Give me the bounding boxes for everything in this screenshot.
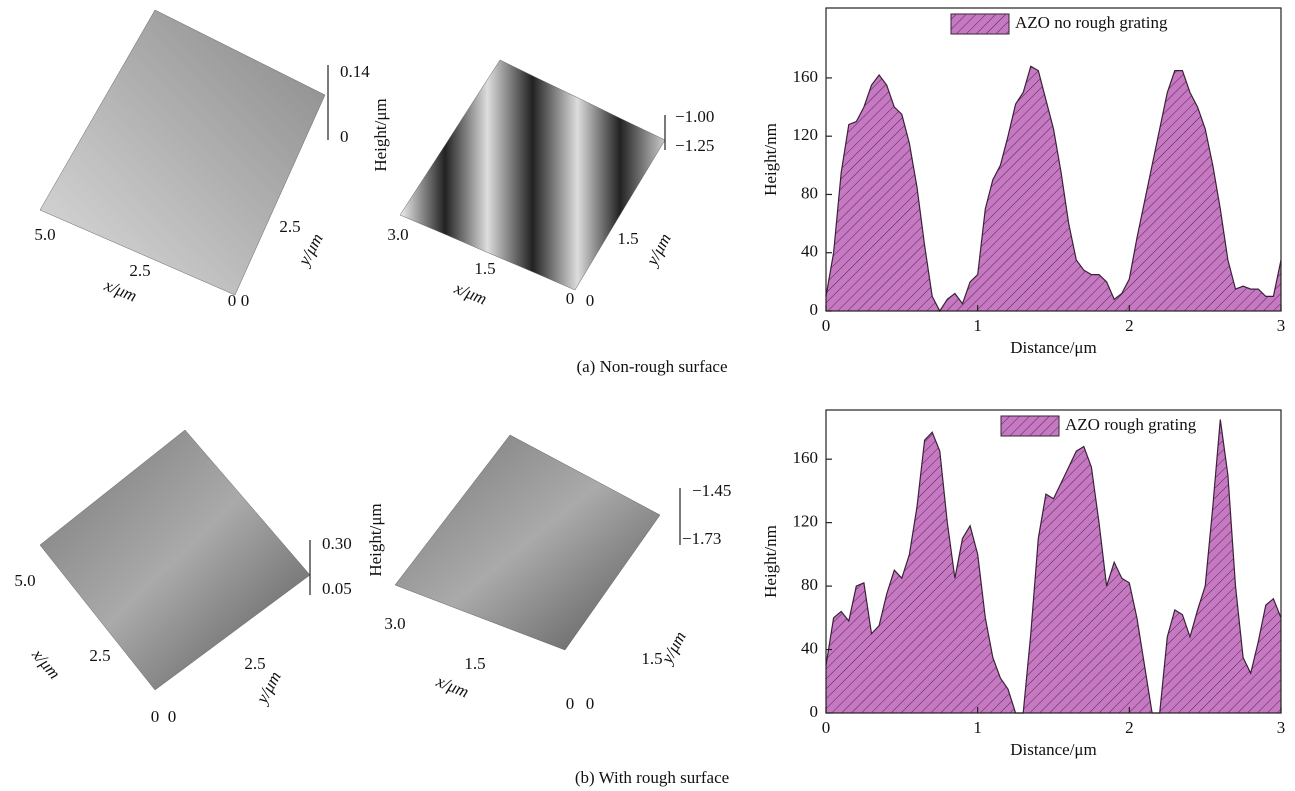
y-axis-label: Height/nm xyxy=(761,525,780,598)
caption: (a) Non-rough surface xyxy=(576,357,727,376)
x-tick-label: 0 xyxy=(228,291,237,310)
x-tick-label: 3.0 xyxy=(387,225,408,244)
area-line xyxy=(825,65,1282,313)
y-tick-label: 160 xyxy=(793,67,819,86)
z-axis-label: Height/μm xyxy=(366,503,385,576)
y-tick-label: 0 xyxy=(810,300,819,319)
z-tick-label: 0.14 xyxy=(340,62,370,81)
x-tick-label: 0 xyxy=(822,316,831,335)
z-tick-label: 0.30 xyxy=(322,534,352,553)
z-tick-label: −1.45 xyxy=(692,481,731,500)
y-tick-label: 0 xyxy=(586,694,595,713)
caption: (b) With rough surface xyxy=(575,768,729,787)
x-tick-label: 2.5 xyxy=(89,646,110,665)
z-tick-label: −1.73 xyxy=(682,529,721,548)
y-tick-label: 120 xyxy=(793,512,819,531)
y-tick-label: 2.5 xyxy=(279,217,300,236)
x-tick-label: 3.0 xyxy=(384,614,405,633)
x-axis-label: x/μm xyxy=(451,278,490,308)
x-tick-label: 1.5 xyxy=(474,259,495,278)
x-axis-label: Distance/μm xyxy=(1010,338,1097,357)
y-tick-label: 160 xyxy=(793,448,819,467)
x-tick-label: 1 xyxy=(973,718,982,737)
x-tick-label: 0 xyxy=(822,718,831,737)
area-hatch xyxy=(826,66,1281,311)
surface-image xyxy=(39,9,326,296)
z-tick-label: −1.25 xyxy=(675,136,714,155)
y-tick-label: 40 xyxy=(801,638,818,657)
x-tick-label: 0 xyxy=(151,707,160,726)
z-axis-label: Height/μm xyxy=(371,98,390,171)
z-tick-label: −1.00 xyxy=(675,107,714,126)
x-tick-label: 1.5 xyxy=(464,654,485,673)
x-axis-label: x/μm xyxy=(28,644,64,682)
y-tick-label: 1.5 xyxy=(641,649,662,668)
area-line xyxy=(825,419,1282,714)
x-tick-label: 3 xyxy=(1277,718,1286,737)
x-tick-label: 0 xyxy=(566,694,575,713)
legend-hatch xyxy=(1001,416,1059,436)
y-tick-label: 80 xyxy=(801,183,818,202)
y-tick-label: 80 xyxy=(801,575,818,594)
x-tick-label: 2.5 xyxy=(129,261,150,280)
y-tick-label: 120 xyxy=(793,125,819,144)
y-tick-label: 0 xyxy=(241,291,250,310)
x-tick-label: 5.0 xyxy=(34,225,55,244)
x-tick-label: 2 xyxy=(1125,718,1134,737)
plot-frame xyxy=(825,409,1282,714)
surface-image xyxy=(39,429,311,691)
y-tick-label: 40 xyxy=(801,242,818,261)
legend-label: AZO no rough grating xyxy=(1015,13,1168,32)
y-tick-label: 0 xyxy=(810,702,819,721)
y-tick-label: 0 xyxy=(586,291,595,310)
y-axis-label: y/μm xyxy=(641,230,674,270)
x-tick-label: 1 xyxy=(973,316,982,335)
surface-image xyxy=(399,59,666,291)
x-tick-label: 2 xyxy=(1125,316,1134,335)
y-axis-label: y/μm xyxy=(251,668,284,708)
x-axis-label: Distance/μm xyxy=(1010,740,1097,759)
plot-frame xyxy=(825,7,1282,312)
surface-image xyxy=(394,434,661,651)
y-tick-label: 2.5 xyxy=(244,654,265,673)
y-tick-label: 1.5 xyxy=(617,229,638,248)
x-axis-label: x/μm xyxy=(433,671,472,701)
x-tick-label: 0 xyxy=(566,289,575,308)
z-tick-label: 0.05 xyxy=(322,579,352,598)
z-tick-label: 0 xyxy=(340,127,349,146)
legend-hatch xyxy=(951,14,1009,34)
x-tick-label: 5.0 xyxy=(14,571,35,590)
legend-label: AZO rough grating xyxy=(1065,415,1197,434)
x-tick-label: 3 xyxy=(1277,316,1286,335)
area-hatch xyxy=(826,419,1281,713)
y-axis-label: Height/nm xyxy=(761,123,780,196)
y-axis-label: y/μm xyxy=(293,230,326,270)
y-tick-label: 0 xyxy=(168,707,177,726)
